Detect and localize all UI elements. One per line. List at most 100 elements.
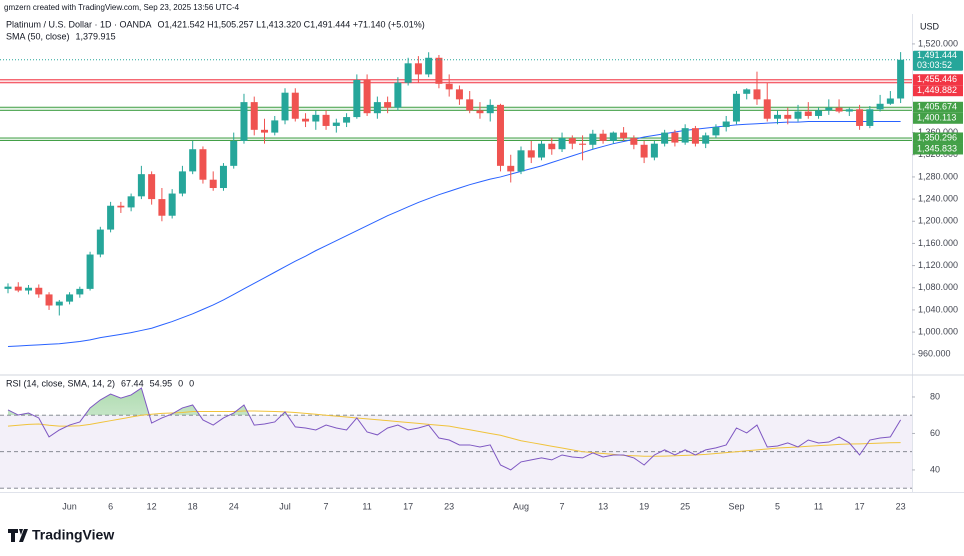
rsi-legend-value: 54.95 [150, 378, 173, 388]
candle-body [496, 104, 504, 166]
countdown: 03:03:52 [917, 60, 952, 70]
candle-body [640, 144, 648, 158]
candle-body [353, 79, 361, 118]
level-label: 1,405.674 [917, 102, 957, 112]
sma-legend: SMA (50, close) [6, 31, 70, 41]
candle-body [897, 59, 905, 99]
candle-body [774, 114, 781, 119]
candle-body [712, 127, 720, 136]
sma-legend-value: 1,379.915 [76, 31, 116, 41]
candle-body [414, 63, 422, 75]
candle-body [845, 109, 853, 112]
candle-body [650, 143, 658, 158]
y-tick-label: 1,120.000 [918, 260, 958, 270]
candle-body [230, 140, 238, 166]
candle-body [45, 294, 53, 306]
candle-body [425, 57, 433, 75]
candle-body [219, 165, 227, 189]
candle-body [302, 118, 310, 122]
candle-body [25, 287, 33, 291]
x-tick-label: 11 [362, 501, 371, 511]
candle-body [435, 57, 443, 84]
candle-body [691, 128, 699, 144]
candle-body [804, 111, 812, 116]
candle-body [784, 114, 792, 119]
y-tick-label: 80 [930, 391, 940, 401]
candle-body [466, 99, 474, 111]
candle-body [86, 254, 94, 289]
candle-body [815, 110, 823, 116]
ohlc-legend: O1,421.542 H1,505.257 L1,413.320 C1,491.… [158, 19, 425, 29]
candle-body [661, 132, 669, 144]
x-tick-label: 7 [324, 501, 329, 511]
candle-body [681, 128, 689, 143]
x-tick-label: 25 [680, 501, 690, 511]
chart-title: Platinum / U.S. Dollar · 1D · OANDA [6, 19, 152, 29]
y-tick-label: 40 [930, 464, 940, 474]
candle-body [35, 287, 43, 295]
x-tick-label: 23 [444, 501, 454, 511]
candle-body [538, 143, 546, 158]
logo-icon [8, 529, 28, 542]
candle-body [743, 89, 751, 94]
creator-note: gmzern created with TradingView.com, Sep… [4, 3, 240, 12]
candle-body [527, 150, 535, 158]
x-tick-label: 18 [188, 501, 198, 511]
candle-body [312, 114, 320, 122]
candle-body [579, 143, 587, 145]
candle-body [261, 129, 268, 133]
candle-body [4, 286, 12, 289]
candle-body [568, 138, 576, 144]
candle-body [394, 82, 402, 108]
candle-body [199, 149, 207, 180]
candle-body [14, 286, 22, 291]
candle-body [476, 110, 484, 114]
candle-body [178, 171, 186, 194]
candle-body [517, 150, 525, 172]
candle-body [835, 107, 843, 112]
x-tick-label: 6 [108, 501, 113, 511]
rsi-ma-line [7, 410, 901, 457]
candle-body [886, 98, 894, 104]
level-label: 1,345.833 [917, 143, 957, 153]
x-tick-label: Jul [279, 501, 291, 511]
level-label: 1,449.882 [917, 85, 957, 95]
candle-body [589, 133, 597, 145]
candle-body [76, 288, 84, 295]
candle-body [168, 193, 176, 216]
candle-body [189, 149, 197, 172]
candle-body [876, 103, 884, 110]
x-tick-label: 19 [639, 501, 649, 511]
candle-body [548, 143, 556, 150]
level-box [913, 85, 963, 97]
candle-body [158, 199, 166, 216]
last-price-box [913, 50, 963, 71]
candle-body [445, 83, 453, 90]
level-box [913, 132, 963, 144]
x-tick-label: 5 [775, 501, 780, 511]
y-tick-label: 960.000 [918, 349, 951, 359]
candle-body [856, 109, 864, 126]
candle-body [137, 174, 145, 197]
x-tick-label: 13 [598, 501, 608, 511]
candle-body [384, 102, 392, 108]
x-tick-label: 11 [814, 501, 823, 511]
last-price-label: 1,491.444 [917, 50, 957, 60]
candle-body [404, 63, 412, 83]
candle-body [620, 132, 628, 139]
candle-body [322, 114, 330, 126]
candle-body [609, 132, 617, 141]
logo: TradingView [8, 527, 114, 543]
candle-body [107, 205, 115, 230]
x-tick-label: Sep [728, 501, 744, 511]
rsi-line [7, 387, 902, 471]
candle-body [55, 301, 63, 306]
zone-fill [0, 79, 912, 83]
zone-fill [0, 107, 912, 111]
x-tick-label: 7 [560, 501, 565, 511]
candle-body [127, 196, 135, 208]
candle-body [702, 135, 710, 144]
